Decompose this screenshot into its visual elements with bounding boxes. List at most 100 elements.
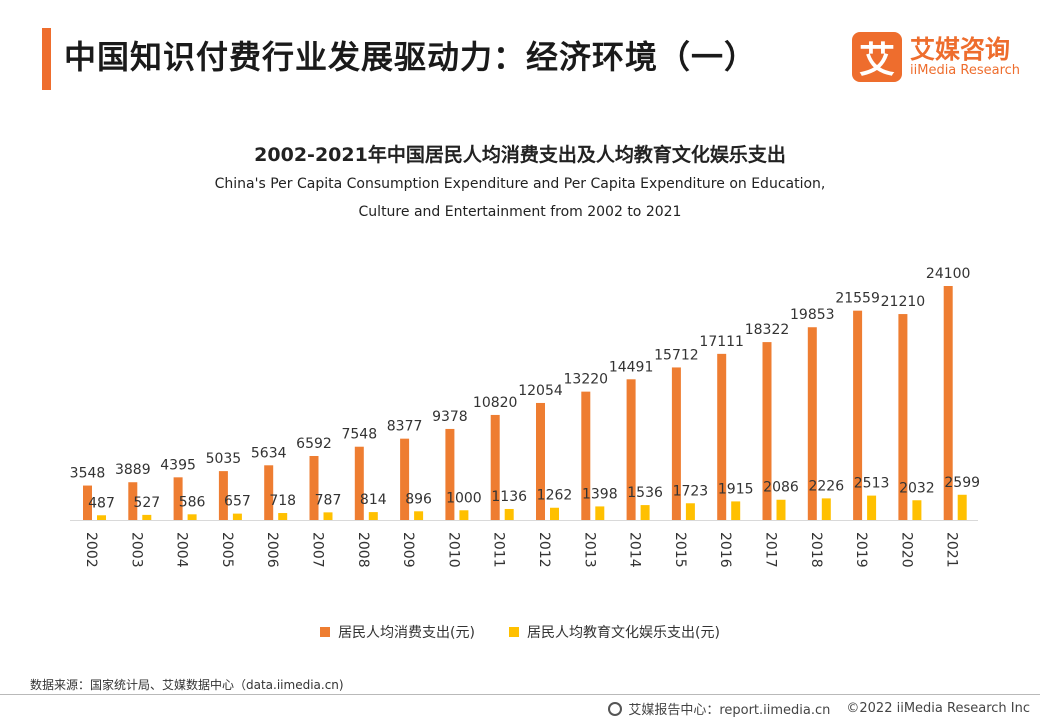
- bar-education: [957, 494, 967, 520]
- bar-consumption: [128, 482, 138, 520]
- footer-copyright: ©2022 iiMedia Research Inc: [846, 701, 1030, 716]
- x-tick-label: 2012: [536, 532, 552, 568]
- bar-consumption: [762, 342, 772, 520]
- data-label-education: 1915: [718, 481, 754, 497]
- data-label-consumption: 5035: [206, 451, 242, 467]
- data-label-consumption: 17111: [699, 334, 744, 350]
- data-label-consumption: 5634: [251, 445, 287, 461]
- x-tick-label: 2014: [627, 532, 643, 568]
- brand-logo: 艾 艾媒咨询 iiMedia Research: [852, 30, 1024, 84]
- footer: 艾媒报告中心：report.iimedia.cn ©2022 iiMedia R…: [608, 699, 1030, 718]
- bar-consumption: [309, 455, 319, 520]
- data-label-consumption: 24100: [926, 266, 971, 282]
- footer-report-center: 艾媒报告中心：report.iimedia.cn: [628, 703, 831, 718]
- bar-consumption: [173, 477, 183, 520]
- data-label-consumption: 13220: [564, 372, 609, 388]
- data-label-consumption: 15712: [654, 347, 699, 363]
- logo-name-cn: 艾媒咨询: [910, 35, 1011, 64]
- x-tick-label: 2006: [264, 532, 280, 568]
- data-label-education: 2226: [808, 478, 844, 494]
- title-accent-bar: [42, 28, 51, 90]
- data-label-education: 1136: [491, 489, 527, 505]
- data-label-consumption: 7548: [341, 427, 377, 443]
- bar-education: [731, 501, 741, 520]
- bar-consumption: [807, 327, 817, 520]
- chart-subtitle-line2: Culture and Entertainment from 2002 to 2…: [358, 204, 682, 220]
- data-label-education: 896: [405, 491, 432, 507]
- legend-label-education: 居民人均教育文化娱乐支出(元): [527, 625, 720, 641]
- data-label-education: 527: [133, 495, 160, 511]
- legend-item-education: 居民人均教育文化娱乐支出(元): [509, 622, 720, 642]
- bar-consumption: [445, 428, 455, 520]
- logo-name-en: iiMedia Research: [910, 63, 1021, 78]
- globe-icon: [608, 701, 623, 716]
- legend-item-consumption: 居民人均消费支出(元): [320, 622, 475, 642]
- bar-education: [368, 512, 378, 520]
- bar-education: [414, 511, 424, 520]
- bar-consumption: [626, 379, 636, 520]
- data-label-consumption: 14491: [609, 359, 654, 375]
- page-title: 中国知识付费行业发展驱动力：经济环境（一）: [64, 38, 758, 76]
- bar-education: [504, 508, 514, 520]
- footer-divider: [0, 694, 1040, 695]
- bar-education: [776, 499, 786, 520]
- x-tick-label: 2013: [581, 532, 597, 568]
- data-label-education: 487: [88, 495, 115, 511]
- chart-legend: 居民人均消费支出(元) 居民人均教育文化娱乐支出(元): [0, 622, 1040, 642]
- x-tick-label: 2016: [717, 532, 733, 568]
- legend-swatch-education: [509, 627, 519, 637]
- data-label-consumption: 10820: [473, 395, 518, 411]
- x-tick-label: 2007: [310, 532, 326, 568]
- bar-consumption: [83, 485, 92, 520]
- bar-consumption: [218, 471, 228, 520]
- bar-consumption: [853, 310, 863, 520]
- legend-label-consumption: 居民人均消费支出(元): [338, 625, 475, 641]
- chart-subtitle-line1: China's Per Capita Consumption Expenditu…: [214, 176, 826, 192]
- data-label-education: 1398: [582, 486, 618, 502]
- data-label-education: 586: [179, 494, 206, 510]
- bar-consumption: [671, 367, 681, 520]
- legend-swatch-consumption: [320, 627, 331, 637]
- data-label-education: 657: [224, 494, 251, 510]
- data-label-education: 718: [269, 493, 296, 509]
- data-label-education: 1262: [537, 488, 573, 504]
- data-label-consumption: 19853: [790, 307, 835, 323]
- data-label-education: 1000: [446, 490, 482, 506]
- data-label-consumption: 21559: [835, 291, 880, 307]
- data-label-consumption: 8377: [387, 419, 423, 435]
- data-source-note: 数据来源：国家统计局、艾媒数据中心（data.iimedia.cn): [30, 678, 344, 692]
- chart-title: 2002-2021年中国居民人均消费支出及人均教育文化娱乐支出: [254, 144, 786, 166]
- bar-consumption: [400, 438, 410, 520]
- bar-education: [912, 500, 922, 520]
- bar-consumption: [264, 465, 274, 520]
- data-label-education: 2513: [854, 476, 890, 492]
- x-tick-label: 2005: [219, 532, 235, 568]
- data-label-consumption: 3548: [70, 466, 106, 482]
- data-label-education: 2086: [763, 480, 799, 496]
- bar-education: [278, 513, 288, 520]
- bar-education: [232, 513, 242, 520]
- bar-consumption: [898, 314, 908, 520]
- bar-education: [685, 503, 695, 520]
- x-tick-label: 2011: [491, 532, 507, 568]
- bar-education: [97, 515, 106, 520]
- data-label-education: 1723: [673, 483, 709, 499]
- data-label-consumption: 6592: [296, 436, 332, 452]
- x-tick-label: 2018: [808, 532, 824, 568]
- bar-education: [821, 498, 831, 520]
- bar-chart: 3548 487 2002 3889 527 2003 4395 586 2004 5035 657…: [70, 266, 980, 568]
- x-tick-label: 2004: [174, 532, 190, 568]
- x-tick-label: 2010: [445, 532, 461, 568]
- data-label-education: 814: [360, 492, 387, 508]
- bar-education: [459, 510, 469, 520]
- bar-education: [867, 495, 877, 520]
- bar-education: [187, 514, 197, 520]
- bar-consumption: [490, 414, 500, 520]
- data-label-education: 787: [315, 492, 342, 508]
- bar-consumption: [536, 402, 545, 520]
- bar-education: [595, 506, 605, 520]
- bar-consumption: [581, 391, 591, 520]
- logo-mark-icon: 艾: [852, 32, 902, 82]
- bar-education: [550, 507, 559, 520]
- bar-education: [323, 512, 333, 520]
